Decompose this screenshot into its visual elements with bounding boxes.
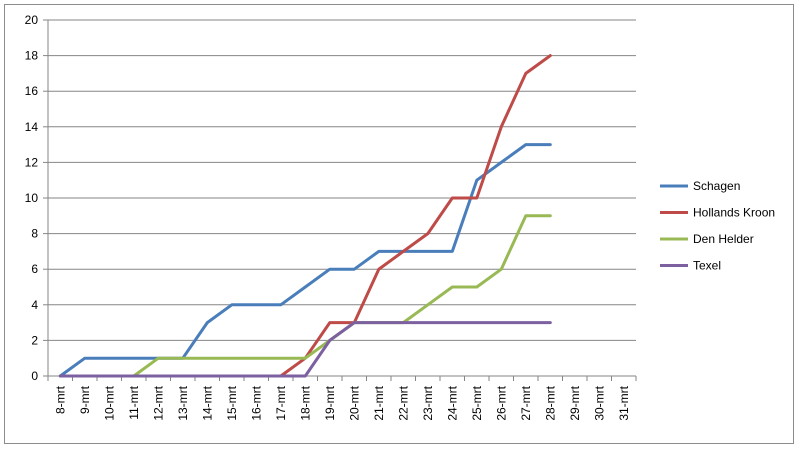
x-tick-label: 16-mrt (249, 385, 263, 420)
y-tick-label: 0 (31, 369, 38, 383)
x-tick-label: 30-mrt (592, 385, 606, 420)
x-tick-label: 28-mrt (543, 385, 557, 420)
gridlines (48, 19, 636, 341)
legend: Schagen Hollands Kroon Den Helder Texel (660, 179, 775, 273)
y-tick-label: 4 (31, 298, 38, 312)
x-axis: 8-mrt 9-mrt 10-mrt 11-mrt 12-mrt 13-mrt 14-mrt… (47, 20, 637, 421)
x-tick-label: 22-mrt (396, 385, 410, 420)
x-tick-label: 8-mrt (53, 385, 67, 414)
y-tick-label: 20 (25, 13, 39, 27)
chart-frame (4, 4, 794, 444)
x-tick-label: 24-mrt (445, 385, 459, 420)
x-tick-label: 13-mrt (176, 385, 190, 420)
x-tick-label: 25-mrt (470, 385, 484, 420)
x-tick-label: 23-mrt (421, 385, 435, 420)
x-tick-label: 12-mrt (151, 385, 165, 420)
y-tick-label: 8 (31, 227, 38, 241)
x-tick-label: 18-mrt (298, 385, 312, 420)
series-line-den-helder (58, 214, 552, 378)
x-tick-label: 11-mrt (127, 385, 141, 419)
x-tick-label: 15-mrt (225, 385, 239, 420)
legend-label-hollands-kroon: Hollands Kroon (693, 206, 775, 220)
legend-label-den-helder: Den Helder (693, 232, 754, 246)
x-tick-label: 20-mrt (347, 385, 361, 420)
series-line-texel (58, 321, 552, 378)
y-axis-ticks: 0 2 4 6 8 10 12 14 16 18 20 (25, 13, 48, 383)
x-tick-label: 19-mrt (323, 385, 337, 420)
x-tick-label: 10-mrt (102, 385, 116, 420)
y-tick-label: 12 (25, 155, 39, 169)
x-tick-label: 14-mrt (200, 385, 214, 420)
x-tick-label: 17-mrt (274, 385, 288, 420)
series-line-hollands-kroon (58, 54, 552, 378)
y-tick-label: 16 (25, 84, 39, 98)
series-lines (58, 54, 552, 378)
x-tick-label: 21-mrt (372, 385, 386, 420)
y-tick-label: 6 (31, 262, 38, 276)
x-tick-label: 29-mrt (568, 385, 582, 420)
x-tick-label: 27-mrt (519, 385, 533, 420)
x-tick-label: 9-mrt (78, 385, 92, 414)
y-tick-label: 14 (25, 120, 39, 134)
x-tick-label: 26-mrt (494, 385, 508, 420)
y-tick-label: 10 (25, 191, 39, 205)
y-tick-label: 18 (25, 49, 39, 63)
series-line-schagen (58, 143, 552, 378)
x-tick-label: 31-mrt (617, 385, 631, 420)
y-tick-label: 2 (31, 333, 38, 347)
legend-label-schagen: Schagen (693, 179, 740, 193)
legend-label-texel: Texel (693, 259, 721, 273)
